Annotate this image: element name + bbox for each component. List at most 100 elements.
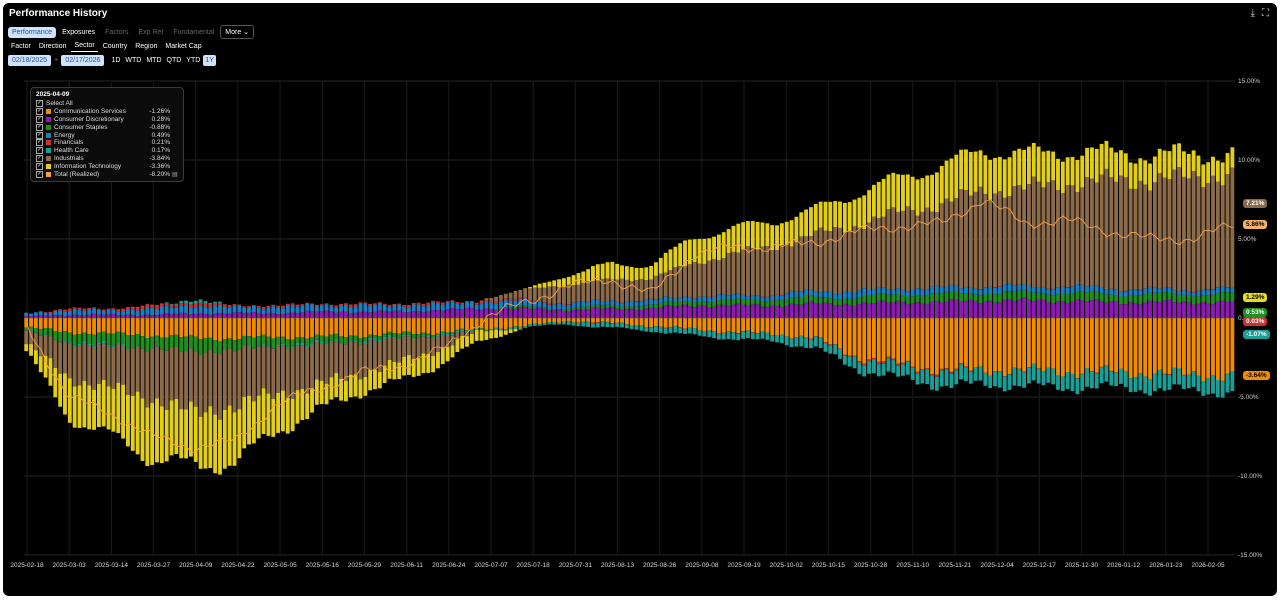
bar-segment <box>658 326 663 333</box>
bar-segment <box>368 369 373 391</box>
legend-row[interactable]: ✓ Information Technology -3.36% <box>36 162 178 170</box>
bar-segment <box>1157 288 1162 293</box>
tab-exposures[interactable]: Exposures <box>62 28 96 36</box>
checkbox-icon[interactable]: ✓ <box>36 147 43 155</box>
legend-row[interactable]: ✓ Financials 0.21% <box>36 139 178 147</box>
bar-segment <box>436 303 440 311</box>
bar-segment <box>566 284 571 305</box>
subtab-country[interactable]: Country <box>102 42 128 50</box>
bar-segment <box>140 318 145 337</box>
bar-segment <box>915 318 920 372</box>
bar-segment <box>1089 318 1094 372</box>
subtab-market-cap[interactable]: Market Cap <box>165 42 202 50</box>
range-ytd[interactable]: YTD <box>186 57 201 64</box>
bar-segment <box>804 302 809 318</box>
range-wtd[interactable]: WTD <box>125 57 142 64</box>
bar-segment <box>649 307 654 318</box>
bar-segment <box>266 318 271 337</box>
bar-segment <box>678 327 683 334</box>
bar-segment <box>155 304 159 309</box>
bar-segment <box>983 372 988 386</box>
checkbox-icon[interactable]: ✓ <box>36 115 43 123</box>
subtab-direction[interactable]: Direction <box>38 42 67 50</box>
legend-row[interactable]: ✓ Consumer Discretionary 0.28% <box>36 115 178 124</box>
bar-segment <box>150 402 155 465</box>
range-1y[interactable]: 1Y <box>203 55 216 66</box>
bar-segment <box>242 396 247 449</box>
checkbox-icon[interactable]: ✓ <box>36 170 43 178</box>
checkbox-icon[interactable]: ✓ <box>36 123 43 131</box>
bar-segment <box>915 288 920 296</box>
bar-segment <box>169 304 174 308</box>
legend-row[interactable]: ✓ Communication Services -1.26% <box>36 108 178 116</box>
end-date-input[interactable]: 02/17/2026 <box>61 55 105 66</box>
bar-segment <box>784 244 789 293</box>
bar-segment <box>954 285 959 293</box>
bar-segment <box>256 346 261 347</box>
bar-segment <box>978 150 983 187</box>
download-icon[interactable]: ⤓ <box>1250 8 1255 19</box>
range-qtd[interactable]: QTD <box>166 57 182 64</box>
checkbox-icon[interactable]: ✓ <box>36 139 43 147</box>
stacked-bar-chart[interactable]: 15.00%10.00%5.00%0.00%-5.00%-10.00%-15.0… <box>3 3 1277 596</box>
table-icon[interactable]: ▤ <box>172 171 178 178</box>
checkbox-icon[interactable]: ✓ <box>36 108 43 116</box>
bar-segment <box>1075 318 1080 379</box>
bar-segment <box>358 379 363 399</box>
bar-segment <box>1056 301 1060 318</box>
series-swatch <box>46 124 51 130</box>
bar-segment <box>721 318 726 333</box>
bar-segment <box>872 216 876 290</box>
bar-segment <box>1215 293 1220 302</box>
bar-segment <box>1220 292 1225 301</box>
bar-segment <box>1215 318 1220 380</box>
bar-segment <box>838 305 842 318</box>
expand-icon[interactable]: ⛶ <box>1262 8 1269 19</box>
bar-segment <box>290 346 295 349</box>
range-1d[interactable]: 1D <box>111 57 121 64</box>
bar-segment <box>566 304 571 305</box>
bar-segment <box>537 306 542 308</box>
bar-segment <box>1060 301 1065 318</box>
bar-segment <box>1109 147 1114 178</box>
bar-segment <box>1080 284 1085 292</box>
checkbox-icon[interactable]: ✓ <box>36 162 43 170</box>
bar-segment <box>256 307 261 313</box>
legend-row[interactable]: ✓ Consumer Staples -0.88% <box>36 123 178 131</box>
checkbox-icon[interactable]: ✓ <box>36 100 43 108</box>
subtab-factor[interactable]: Factor <box>11 42 31 50</box>
legend-row[interactable]: ✓ Health Care 0.17% <box>36 147 178 155</box>
bar-segment <box>1148 380 1152 396</box>
bar-segment <box>387 331 392 335</box>
subtab-region[interactable]: Region <box>135 42 158 50</box>
bar-segment <box>576 307 581 310</box>
series-value: 0.21% <box>151 139 170 147</box>
select-all-row[interactable]: ✓ Select All <box>36 100 178 108</box>
bar-segment <box>707 238 712 261</box>
bar-segment <box>542 307 547 309</box>
bar-segment <box>1128 378 1133 393</box>
legend-row[interactable]: ✓ Energy 0.49% <box>36 131 178 139</box>
series-value: -0.88% <box>149 123 170 131</box>
range-mtd[interactable]: MTD <box>146 57 162 64</box>
bar-segment <box>920 318 925 369</box>
checkbox-icon[interactable]: ✓ <box>36 154 43 162</box>
bar-segment <box>697 296 702 302</box>
bar-segment <box>281 390 285 432</box>
checkbox-icon[interactable]: ✓ <box>36 131 43 139</box>
subtab-sector[interactable]: Sector <box>71 40 98 52</box>
bar-segment <box>179 305 184 313</box>
more-dropdown[interactable]: More ⌄ <box>220 25 255 39</box>
bar-segment <box>426 333 431 336</box>
legend-row[interactable]: ✓ Industrials -3.84% <box>36 154 178 163</box>
bar-segment <box>1085 318 1089 369</box>
bar-segment <box>43 334 48 335</box>
bar-segment <box>474 318 479 328</box>
legend-row[interactable]: ✓ Total (Realized) -8.20% ▤ <box>36 170 178 178</box>
tab-performance[interactable]: Performance <box>8 26 57 38</box>
bar-segment <box>731 299 736 305</box>
start-date-input[interactable]: 02/18/2025 <box>8 55 52 66</box>
bar-segment <box>339 378 343 401</box>
bar-segment <box>43 312 48 316</box>
bar-segment <box>644 267 649 281</box>
